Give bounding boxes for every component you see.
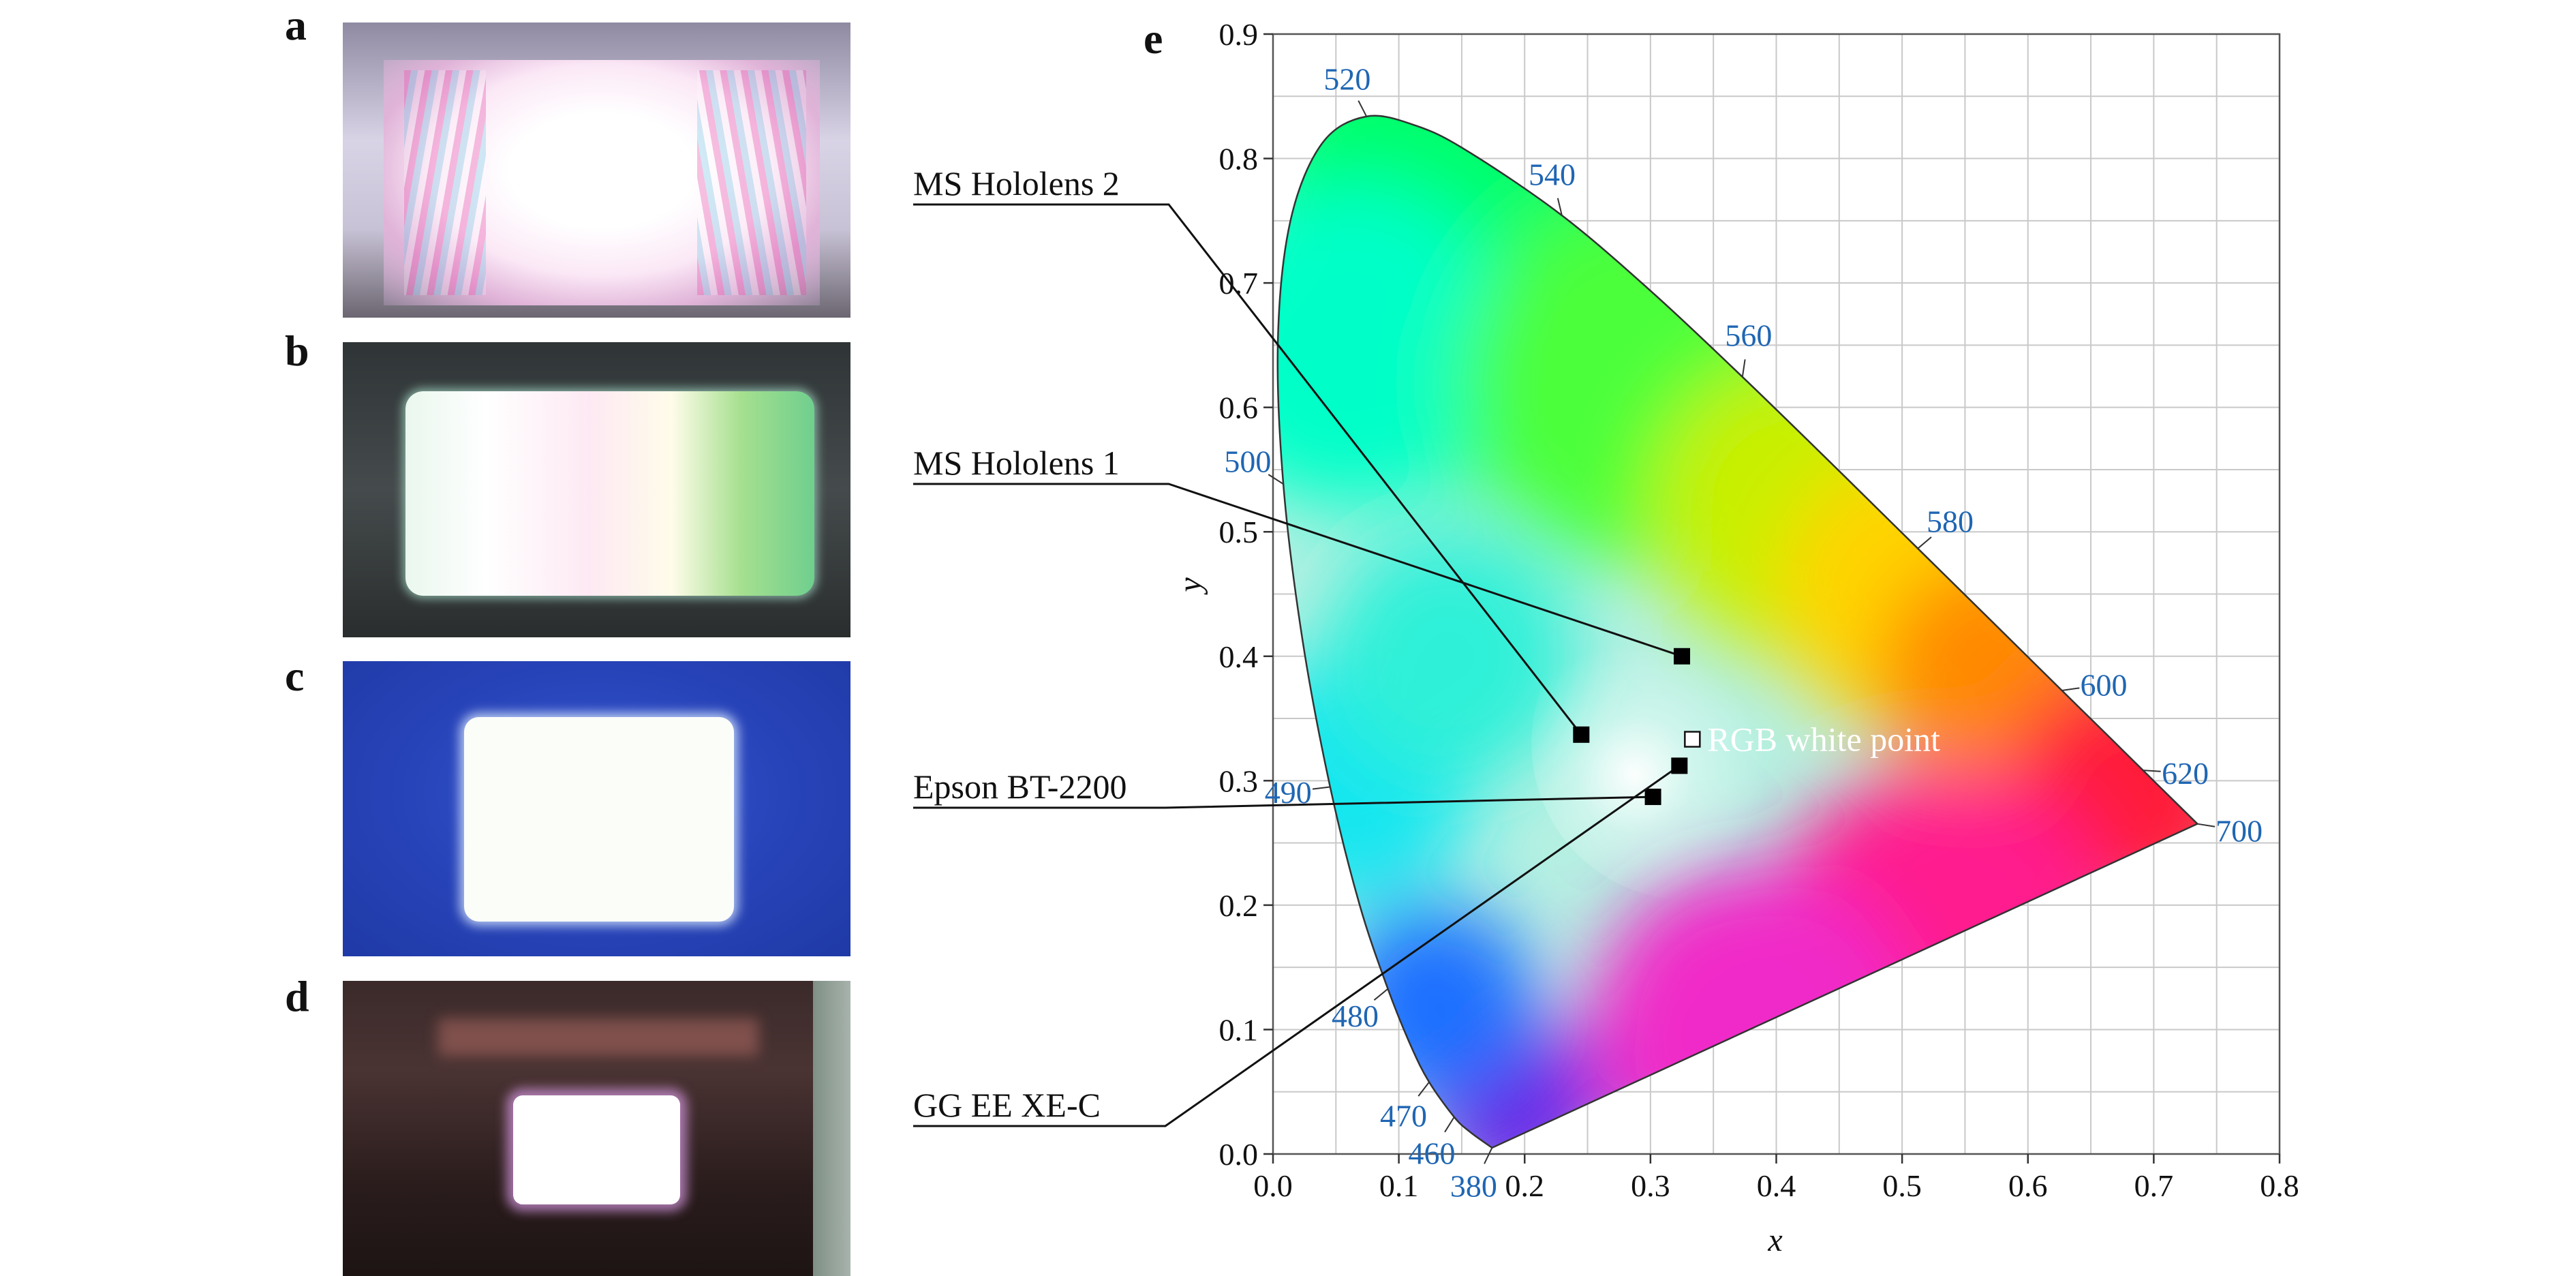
photo-d-screen bbox=[513, 1095, 680, 1204]
photo-panel-d bbox=[343, 981, 850, 1276]
wavelength-label: 500 bbox=[1224, 444, 1271, 479]
wavelength-label: 520 bbox=[1323, 62, 1370, 97]
photo-a-glare bbox=[384, 60, 820, 305]
spectral-locus-outline bbox=[1276, 115, 2199, 1149]
wavelength-label: 460 bbox=[1408, 1136, 1455, 1170]
wavelength-tick bbox=[1741, 359, 1746, 378]
photo-a-stripes-right bbox=[697, 70, 806, 295]
wavelength-tick bbox=[2061, 687, 2080, 691]
wavelength-label: 380 bbox=[1450, 1169, 1497, 1204]
photo-panel-c bbox=[343, 661, 850, 956]
callout-line bbox=[913, 795, 1653, 809]
photo-panel-b bbox=[343, 342, 850, 637]
x-tick-label: 0.8 bbox=[2260, 1168, 2299, 1203]
x-tick-label: 0.5 bbox=[1882, 1168, 1922, 1203]
wavelength-label: 470 bbox=[1380, 1099, 1427, 1134]
wavelength-label: 540 bbox=[1529, 157, 1576, 192]
photo-a-stripes-left bbox=[404, 70, 486, 295]
wavelength-tick bbox=[1358, 100, 1368, 117]
wavelength-tick bbox=[1417, 1081, 1430, 1097]
data-point-marker bbox=[1674, 648, 1691, 665]
y-tick-label: 0.8 bbox=[1219, 142, 1259, 177]
x-axis-label: x bbox=[1767, 1222, 1782, 1258]
photo-c-screen bbox=[464, 717, 734, 922]
wavelength-label: 620 bbox=[2162, 756, 2209, 791]
y-tick-label: 0.4 bbox=[1219, 639, 1259, 674]
series-label: Epson BT-2200 bbox=[913, 768, 1126, 806]
y-tick-label: 0.3 bbox=[1219, 763, 1259, 798]
x-tick-label: 0.0 bbox=[1253, 1168, 1293, 1203]
y-tick-label: 0.0 bbox=[1219, 1137, 1259, 1172]
wavelength-tick bbox=[1557, 198, 1563, 216]
wavelength-tick bbox=[1484, 1147, 1493, 1164]
wavelength-label: 600 bbox=[2080, 667, 2127, 702]
x-tick-label: 0.7 bbox=[2134, 1168, 2174, 1203]
callout-line bbox=[913, 483, 1683, 658]
panel-letter-c: c bbox=[285, 652, 305, 700]
wavelength-label: 580 bbox=[1927, 504, 1974, 539]
wavelength-tick bbox=[1373, 988, 1389, 1001]
data-point-marker bbox=[1671, 757, 1688, 774]
wavelength-label: 560 bbox=[1725, 318, 1772, 353]
panel-letter-d: d bbox=[285, 972, 309, 1020]
panel-letter-b: b bbox=[285, 326, 309, 375]
white-point-label: RGB white point bbox=[1707, 720, 1940, 759]
x-tick-label: 0.2 bbox=[1505, 1168, 1545, 1203]
gamut-color-blob bbox=[1277, 181, 1512, 509]
callout-line bbox=[913, 765, 1681, 1127]
x-tick-label: 0.3 bbox=[1631, 1168, 1670, 1203]
series-label: GG EE XE-C bbox=[913, 1086, 1101, 1124]
y-tick-label: 0.5 bbox=[1219, 515, 1259, 549]
photo-d-band bbox=[438, 1018, 758, 1056]
white-point-marker bbox=[1684, 731, 1701, 748]
panel-letter-a: a bbox=[285, 1, 307, 49]
wavelength-tick bbox=[1312, 786, 1330, 790]
y-tick-label: 0.9 bbox=[1219, 17, 1259, 52]
wavelength-tick bbox=[1268, 474, 1284, 485]
x-tick-label: 0.6 bbox=[2008, 1168, 2048, 1203]
y-axis-label: y bbox=[1172, 577, 1208, 596]
wavelength-tick bbox=[2197, 823, 2215, 827]
x-tick-label: 0.1 bbox=[1379, 1168, 1419, 1203]
wavelength-tick bbox=[1444, 1116, 1455, 1133]
wavelength-tick bbox=[1917, 536, 1932, 549]
y-tick-label: 0.2 bbox=[1219, 888, 1259, 923]
gamut-color-blob bbox=[1323, 530, 1576, 783]
y-tick-label: 0.1 bbox=[1219, 1012, 1259, 1047]
wavelength-label: 700 bbox=[2215, 813, 2263, 848]
photo-d-side bbox=[813, 981, 850, 1276]
y-tick-label: 0.6 bbox=[1219, 391, 1259, 425]
data-point-marker bbox=[1644, 789, 1661, 806]
photo-b-screen bbox=[405, 391, 814, 596]
series-label: MS Hololens 1 bbox=[913, 444, 1120, 482]
series-layer: MS Hololens 2 MS Hololens 1 Epson BT-2200 G… bbox=[913, 164, 1940, 1127]
data-point-marker bbox=[1573, 726, 1590, 743]
wavelength-tick bbox=[2143, 770, 2161, 772]
series-label: MS Hololens 2 bbox=[913, 164, 1120, 202]
photo-panel-a bbox=[343, 22, 850, 318]
callout-line bbox=[913, 203, 1582, 735]
panel-letter-e: e bbox=[1144, 14, 1163, 63]
x-tick-label: 0.4 bbox=[1757, 1168, 1796, 1203]
